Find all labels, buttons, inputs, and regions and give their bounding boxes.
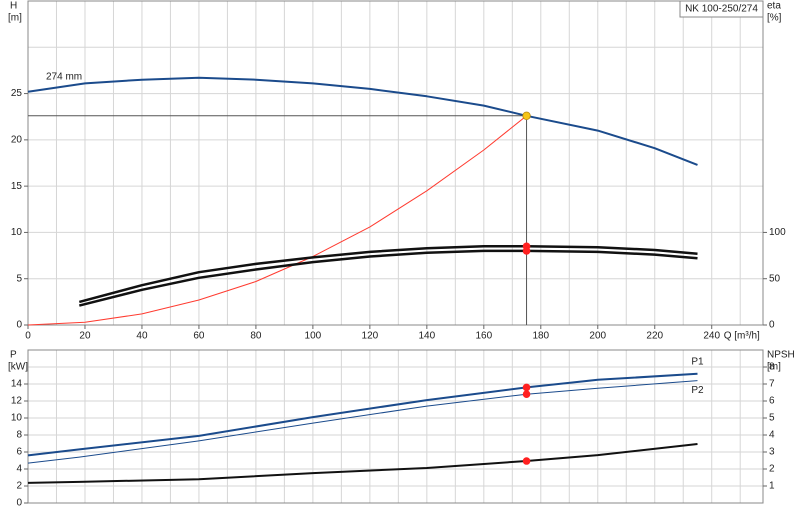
x-tick-label: 160 — [475, 331, 492, 342]
duty-point — [522, 247, 531, 255]
x-tick-label: 220 — [646, 331, 663, 342]
series-label: P2 — [691, 385, 704, 396]
y-tick-label: 5 — [16, 273, 22, 284]
y-tick-label: 10 — [11, 227, 23, 238]
x-tick-label: 200 — [589, 331, 606, 342]
curve — [78, 249, 698, 307]
y2-tick-label: 100 — [769, 227, 786, 238]
x-tick-label: 40 — [136, 331, 148, 342]
y2-axis-label: eta — [767, 1, 781, 12]
y2-tick-label: 50 — [769, 273, 781, 284]
y-tick-label: 25 — [11, 88, 23, 99]
y-tick-label: 14 — [11, 379, 23, 390]
y2-tick-label: 4 — [769, 430, 775, 441]
curve — [78, 245, 698, 304]
x-tick-label: 100 — [305, 331, 322, 342]
y-tick-label: 12 — [11, 396, 23, 407]
duty-point — [522, 111, 531, 120]
series-label: 274 mm — [46, 71, 82, 82]
duty-point — [522, 390, 531, 399]
y2-tick-label: 7 — [769, 379, 775, 390]
y2-tick-label: 3 — [769, 447, 775, 458]
y2-tick-label: 6 — [769, 396, 775, 407]
series-label: P1 — [691, 356, 704, 367]
y-tick-label: 0 — [16, 498, 22, 509]
y2-tick-label: 8 — [769, 362, 775, 373]
y-axis-unit: [m] — [8, 13, 22, 24]
y-axis-label: P — [10, 350, 17, 361]
y-axis-unit: [kW] — [8, 362, 28, 373]
y-axis-label: H — [10, 1, 17, 12]
y-tick-label: 0 — [16, 320, 22, 331]
x-tick-label: 80 — [250, 331, 262, 342]
plot-area — [28, 1, 763, 325]
plot-frame — [27, 0, 764, 326]
x-tick-label: 20 — [79, 331, 91, 342]
y-tick-label: 8 — [16, 430, 22, 441]
plot-frame — [27, 349, 764, 504]
y2-tick-label: 2 — [769, 464, 775, 475]
duty-point — [522, 457, 531, 465]
duty-point — [522, 383, 531, 392]
y-tick-label: 6 — [16, 447, 22, 458]
y2-axis-unit: [%] — [767, 13, 782, 24]
y2-tick-label: 1 — [769, 481, 775, 492]
x-tick-label: 240 — [703, 331, 720, 342]
plot-area — [28, 350, 763, 503]
title-box — [679, 0, 764, 18]
curve — [27, 380, 698, 464]
y2-axis-label: NPSH — [767, 350, 795, 361]
x-tick-label: 120 — [362, 331, 379, 342]
chart-title: NK 100-250/274 — [685, 4, 758, 15]
x-tick-label: 140 — [418, 331, 435, 342]
y2-tick-label: 5 — [769, 413, 775, 424]
x-tick-label: 60 — [193, 331, 205, 342]
x-axis-label: Q [m³/h] — [724, 331, 760, 342]
y-tick-label: 20 — [11, 134, 23, 145]
curve — [27, 115, 527, 326]
y-tick-label: 15 — [11, 181, 23, 192]
y2-tick-label: 0 — [769, 320, 775, 331]
curve — [27, 76, 698, 166]
x-tick-label: 180 — [532, 331, 549, 342]
curve — [27, 372, 698, 457]
x-tick-label: 0 — [25, 331, 31, 342]
curve — [27, 443, 698, 484]
y-tick-label: 10 — [11, 413, 23, 424]
y2-axis-unit: [m] — [767, 362, 781, 373]
y-tick-label: 2 — [16, 481, 22, 492]
y-tick-label: 4 — [16, 464, 22, 475]
